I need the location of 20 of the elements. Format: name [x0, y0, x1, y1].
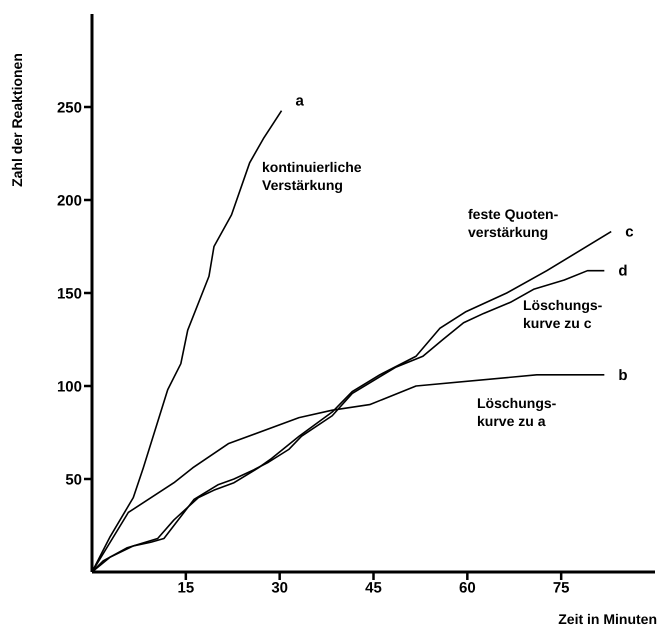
series-label: d: [618, 262, 628, 280]
annotation: feste Quoten- verstärkung: [468, 205, 558, 241]
y-tick-label: 250: [56, 99, 82, 116]
annotation: Löschungs- kurve zu a: [477, 394, 556, 430]
y-tick-label: 100: [56, 378, 82, 396]
annotation: Löschungs- kurve zu c: [523, 296, 602, 332]
x-tick-label: 60: [458, 580, 476, 597]
x-tick-label: 75: [552, 580, 570, 597]
annotation: kontinuierliche Verstärkung: [262, 158, 362, 194]
x-tick-label: 30: [271, 580, 288, 597]
y-tick-label: 50: [65, 471, 82, 488]
y-tick-label: 150: [56, 285, 82, 302]
series-label: a: [296, 92, 305, 110]
series-label: b: [618, 366, 628, 384]
y-tick-label: 200: [56, 192, 82, 210]
series-label: c: [625, 224, 634, 241]
x-tick-label: 15: [177, 580, 194, 597]
x-tick-label: 45: [365, 580, 382, 597]
y-axis-title: Zahl der Reaktionen: [9, 53, 25, 187]
x-axis-title: Zeit in Minuten: [558, 611, 657, 627]
